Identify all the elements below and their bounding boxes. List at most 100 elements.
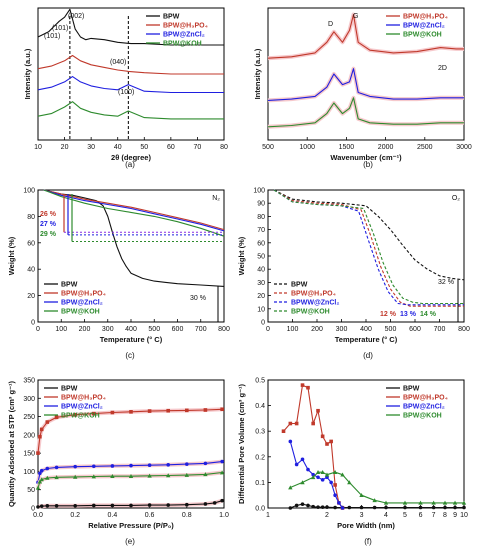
- y-tick-label: 350: [23, 378, 35, 385]
- legend-entry: BPW@H₃PO₄: [61, 395, 106, 402]
- x-tick-label: 10: [34, 144, 42, 151]
- data-point: [203, 502, 208, 506]
- panel-caption: (e): [125, 537, 135, 546]
- legend-entry: BPW@H₃PO₄: [291, 291, 336, 298]
- data-point: [310, 475, 316, 480]
- data-point: [54, 504, 59, 508]
- x-tick-label: 7: [432, 512, 436, 519]
- series-line: [37, 101, 224, 120]
- data-point: [333, 505, 337, 510]
- y-tick-label: 20: [257, 293, 265, 300]
- y-tick-label: 40: [257, 267, 265, 274]
- data-point: [203, 461, 208, 466]
- data-point: [311, 504, 315, 509]
- data-point: [300, 480, 305, 485]
- weight-loss-label: 29 %: [40, 231, 57, 238]
- data-point: [347, 480, 352, 485]
- data-point: [129, 463, 133, 468]
- data-point: [316, 475, 320, 480]
- data-point: [110, 464, 115, 468]
- x-tick-label: 8: [443, 512, 447, 519]
- y-tick-label: 100: [23, 469, 35, 476]
- x-tick-label: 40: [114, 144, 122, 151]
- series-line: [37, 8, 224, 46]
- data-point: [452, 500, 458, 505]
- x-axis-label: Temperature (° C): [335, 335, 398, 344]
- data-point: [220, 407, 224, 412]
- x-tick-label: 500: [148, 326, 160, 333]
- data-point: [45, 420, 50, 424]
- series-halo: [267, 95, 464, 129]
- x-tick-label: 20: [61, 144, 69, 151]
- data-point: [166, 503, 170, 507]
- x-tick-label: 100: [287, 326, 299, 333]
- y-axis-label: Differential Pore Volume (cm³ g⁻¹): [237, 383, 246, 504]
- series-line: [267, 14, 464, 59]
- data-point: [147, 473, 152, 478]
- series-line: [273, 189, 464, 305]
- data-point: [39, 468, 44, 473]
- legend-entry: BPW: [403, 386, 420, 393]
- data-point: [347, 505, 352, 510]
- series-line: [267, 97, 464, 128]
- data-point: [324, 472, 330, 477]
- y-tick-label: 10: [257, 306, 265, 313]
- data-point: [36, 505, 40, 509]
- data-point: [110, 473, 115, 478]
- x-axis-label: 2θ (degree): [111, 153, 151, 162]
- data-point: [442, 500, 448, 505]
- data-point: [383, 500, 389, 505]
- data-point: [203, 408, 208, 412]
- data-point: [431, 505, 436, 510]
- panel-5: 1 2 3 4 5 6 7 8 9 10 0.0 0.1 0.2 0.3 0.4 0.5 Pore Width …: [237, 378, 468, 547]
- y-tick-label: 200: [23, 432, 35, 439]
- y-tick-label: 60: [257, 240, 265, 247]
- y-tick-label: 30: [257, 280, 265, 287]
- x-tick-label: 1.0: [219, 512, 229, 519]
- x-tick-label: 100: [55, 326, 67, 333]
- panel-caption: (b): [363, 160, 373, 169]
- residue-label: 13 %: [400, 311, 417, 318]
- series-line: [267, 68, 464, 101]
- series-line: [37, 76, 224, 94]
- x-tick-label: 6: [419, 512, 423, 519]
- panel-caption: (a): [125, 160, 135, 169]
- y-axis-label: Intensity (a.u.): [253, 48, 262, 99]
- x-axis-label: Relative Pressure (P/P₀): [88, 521, 174, 530]
- residue-label: 12 %: [380, 311, 397, 318]
- data-point: [45, 475, 50, 480]
- legend-entry: BPW@H₃PO₄: [163, 23, 208, 30]
- data-point: [38, 434, 42, 439]
- series-line: [37, 54, 224, 75]
- data-point: [372, 498, 377, 503]
- residue-label: 32 %: [438, 279, 454, 286]
- x-tick-label: 2000: [378, 144, 394, 151]
- x-tick-label: 400: [360, 326, 372, 333]
- data-point: [166, 408, 170, 413]
- y-tick-label: 0.4: [255, 403, 265, 410]
- data-point: [402, 500, 408, 505]
- data-point: [54, 465, 59, 470]
- y-tick-label: 100: [23, 188, 35, 195]
- y-tick-label: 50: [27, 487, 35, 494]
- data-point: [147, 503, 152, 507]
- band-label: 2D: [438, 65, 447, 72]
- x-axis-label: Pore Width (nm): [337, 521, 395, 530]
- x-tick-label: 0.6: [145, 512, 155, 519]
- legend-entry: BPWW@ZnCl₂: [291, 300, 339, 307]
- data-point: [220, 459, 224, 464]
- x-tick-label: 0.8: [182, 512, 192, 519]
- y-tick-label: 0.5: [255, 378, 265, 385]
- series-line: [273, 189, 465, 281]
- peak-label: (002): [68, 13, 84, 20]
- x-tick-label: 2: [325, 512, 329, 519]
- data-point: [92, 464, 96, 469]
- data-point: [316, 505, 320, 510]
- panel-4: 0.0 0.2 0.4 0.6 0.8 1.0 0 50 100 150 200 250 300 350 R…: [7, 378, 229, 547]
- legend-entry: BPW@ZnCl₂: [403, 23, 445, 30]
- y-tick-label: 20: [27, 293, 35, 300]
- data-point: [54, 415, 59, 420]
- data-point: [73, 464, 77, 469]
- legend-entry: BPW@KOH: [61, 309, 100, 316]
